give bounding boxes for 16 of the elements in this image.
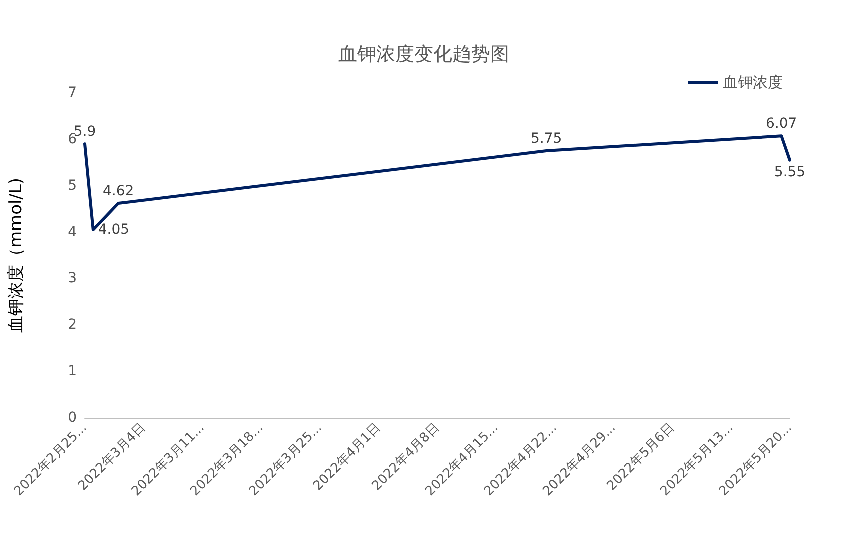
- y-tick-label: 1: [68, 364, 77, 380]
- data-label: 4.05: [98, 222, 130, 238]
- data-label: 5.55: [774, 164, 806, 180]
- y-tick-label: 7: [68, 85, 77, 101]
- data-label: 4.62: [102, 184, 134, 200]
- y-tick-label: 5: [68, 178, 77, 194]
- y-tick-label: 6: [68, 131, 78, 148]
- data-label: 6.07: [766, 116, 798, 132]
- y-tick-label: 2: [68, 317, 77, 334]
- legend-label: 血钾浓度: [723, 74, 783, 92]
- y-tick-label: 3: [68, 270, 77, 287]
- y-tick-label: 4: [68, 224, 78, 240]
- chart-title: 血钾浓度变化趋势图: [338, 44, 510, 66]
- y-tick-label: 0: [68, 410, 77, 426]
- data-label: 5.75: [531, 131, 562, 148]
- y-axis-title: 血钾浓度（mmol/L): [6, 178, 26, 334]
